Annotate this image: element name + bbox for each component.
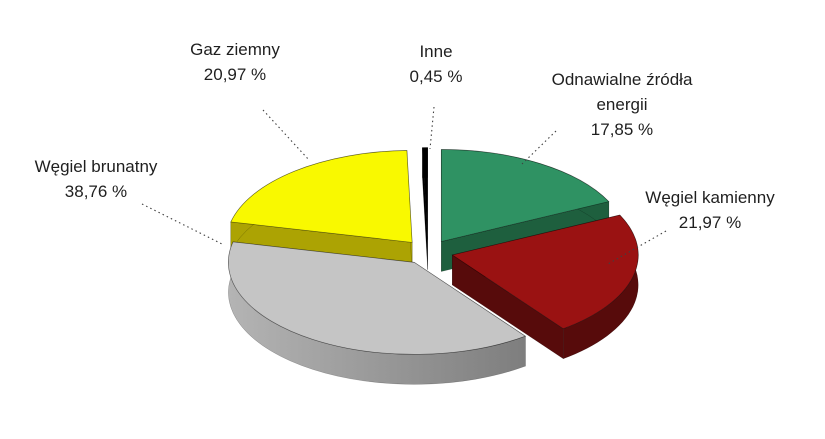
leader-line <box>262 109 310 161</box>
pie-slice-inne <box>422 147 428 270</box>
slice-label-text: Odnawialne źródła <box>551 70 693 89</box>
leader-line <box>521 130 557 165</box>
slice-label-odnawialne-zrodla-energii: Odnawialne źródła energii 17,85 % <box>552 67 693 142</box>
pie-slice-wegiel-kamienny <box>451 214 639 360</box>
slice-value-text: 20,97 % <box>203 65 267 84</box>
leader-line <box>141 203 223 245</box>
slice-label-gaz-ziemny: Gaz ziemny 20,97 % <box>190 37 280 87</box>
slice-label-text: energii <box>596 95 648 114</box>
slice-value-text: 0,45 % <box>409 67 463 86</box>
slice-label-text: Węgiel kamienny <box>645 188 775 207</box>
slice-value-text: 21,97 % <box>678 213 742 232</box>
leader-line <box>607 230 667 265</box>
slice-label-wegiel-kamienny: Węgiel kamienny 21,97 % <box>645 185 774 235</box>
slice-value-text: 17,85 % <box>590 120 654 139</box>
slice-label-text: Gaz ziemny <box>190 40 280 59</box>
pie-slice-wegiel-brunatny <box>228 241 527 385</box>
slice-label-inne: Inne 0,45 % <box>410 39 463 89</box>
slice-label-text: Węgiel brunatny <box>34 157 158 176</box>
slice-label-wegiel-brunatny: Węgiel brunatny 38,76 % <box>35 154 158 204</box>
slice-label-text: Inne <box>419 42 453 61</box>
leader-line <box>429 106 435 150</box>
slice-value-text: 38,76 % <box>64 182 128 201</box>
